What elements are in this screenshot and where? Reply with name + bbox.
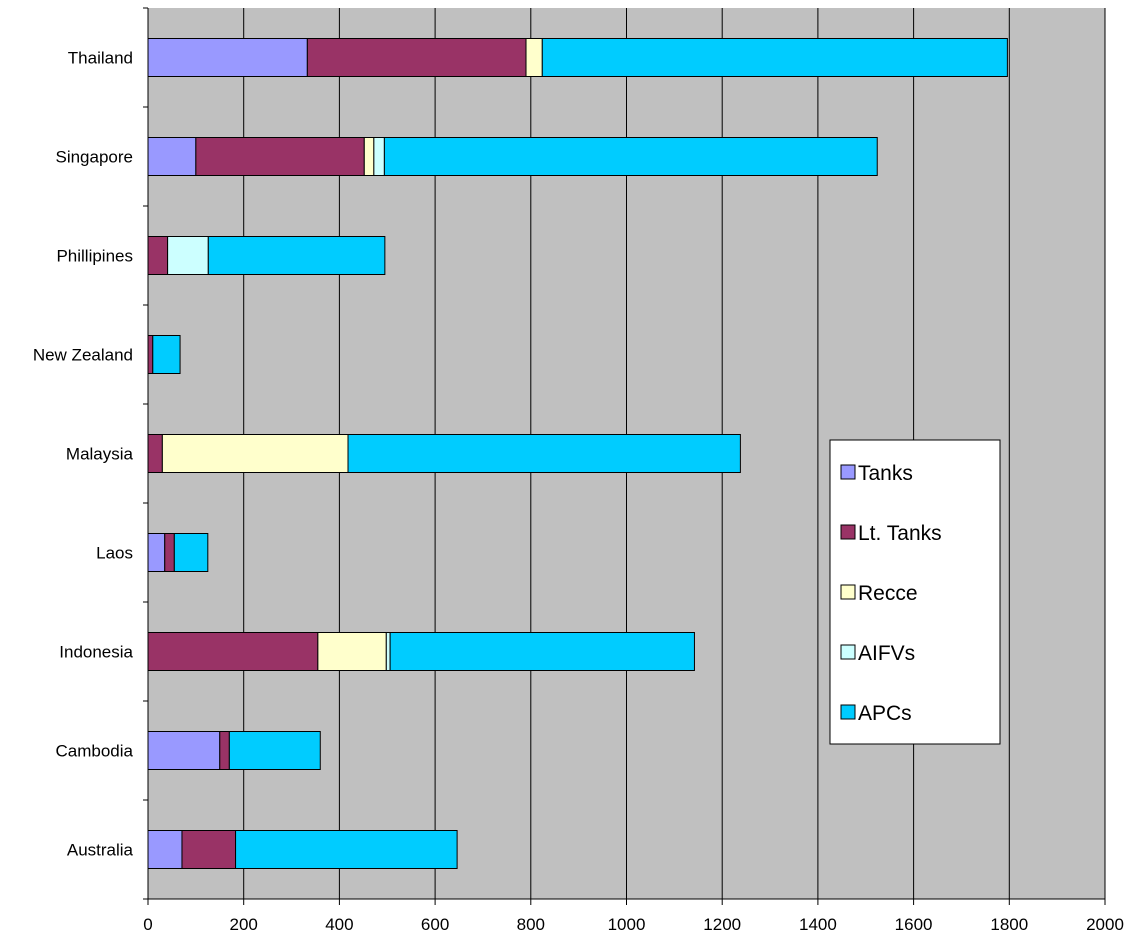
bar-segment [306, 38, 527, 77]
bar-segment [147, 38, 308, 77]
bar-segment [373, 137, 385, 176]
legend-swatch [840, 584, 856, 600]
category-label: Laos [96, 544, 133, 563]
legend-label: AIFVs [858, 642, 915, 665]
category-label: Phillipines [56, 247, 133, 266]
bar-segment [195, 137, 365, 176]
bar-segment [147, 335, 154, 374]
bar-segment [147, 632, 319, 671]
category-label: Singapore [55, 148, 133, 167]
x-axis-ticks: 0 200 400 600 800 1000 1200 1400 1600 1800 2000 [143, 899, 1124, 934]
bar-segment [164, 533, 175, 572]
legend-label: Recce [858, 582, 918, 605]
x-tick-label: 1400 [799, 915, 837, 934]
x-tick-label: 1200 [703, 915, 741, 934]
legend-swatch [840, 524, 856, 540]
category-label: Cambodia [56, 742, 134, 761]
bar-segment [219, 731, 230, 770]
x-tick-label: 200 [230, 915, 258, 934]
bar-segment [147, 533, 166, 572]
bar-segment [525, 38, 543, 77]
x-tick-label: 1000 [608, 915, 646, 934]
legend-swatch [840, 644, 856, 660]
bar-segment [541, 38, 1008, 77]
bar-segment [383, 137, 878, 176]
bar-segment [147, 236, 169, 275]
bar-segment [167, 236, 209, 275]
bar-segment [363, 137, 375, 176]
x-tick-label: 0 [143, 915, 152, 934]
x-tick-label: 600 [421, 915, 449, 934]
legend: Tanks Lt. Tanks Recce AIFVs APCs [829, 439, 1001, 745]
bar-segment [181, 830, 237, 869]
bar-segment [173, 533, 209, 572]
x-tick-label: 1800 [990, 915, 1028, 934]
x-tick-label: 400 [325, 915, 353, 934]
category-label: New Zealand [33, 346, 133, 365]
bar-segment [147, 731, 221, 770]
legend-swatch [840, 704, 856, 720]
bar-segment [147, 137, 197, 176]
legend-box [829, 439, 1001, 745]
category-label: Australia [67, 841, 134, 860]
legend-swatch [840, 464, 856, 480]
x-tick-label: 800 [517, 915, 545, 934]
category-label: Thailand [68, 49, 133, 68]
legend-label: Tanks [858, 462, 913, 485]
bar-segment [147, 434, 163, 473]
bar-segment [152, 335, 181, 374]
legend-label: Lt. Tanks [858, 522, 942, 545]
legend-label: APCs [858, 702, 912, 725]
x-tick-label: 2000 [1086, 915, 1124, 934]
bar-segment [389, 632, 695, 671]
bar-segment [147, 830, 183, 869]
bar-segment [385, 632, 391, 671]
bar-segment [317, 632, 387, 671]
bar-segment [228, 731, 321, 770]
bars [147, 38, 1008, 869]
y-axis-categories: Australia Cambodia Indonesia Laos Malaysia Ne… [33, 49, 134, 860]
category-label: Indonesia [59, 643, 133, 662]
bar-segment [235, 830, 458, 869]
category-label: Malaysia [66, 445, 134, 464]
x-tick-label: 1600 [895, 915, 933, 934]
bar-segment [347, 434, 741, 473]
bar-segment [207, 236, 386, 275]
bar-segment [161, 434, 349, 473]
